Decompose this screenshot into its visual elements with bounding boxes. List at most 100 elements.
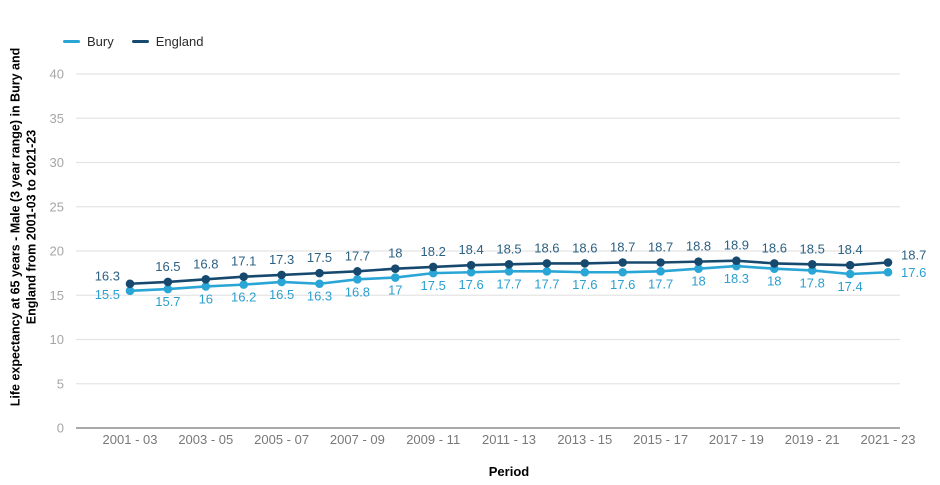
england-data-label: 16.5 — [155, 259, 180, 274]
england-data-label: 18.6 — [572, 240, 597, 255]
england-data-point[interactable] — [163, 277, 173, 287]
bury-data-point[interactable] — [466, 267, 476, 277]
bury-data-point[interactable] — [694, 264, 703, 274]
england-data-label: 18.6 — [762, 240, 787, 255]
england-data-point[interactable] — [391, 264, 400, 274]
x-tick-label: 2007 - 09 — [330, 432, 385, 447]
bury-data-label: 17.6 — [901, 265, 926, 280]
x-tick-label: 2013 - 15 — [557, 432, 612, 447]
bury-data-label: 16 — [199, 291, 213, 306]
england-data-point[interactable] — [883, 258, 893, 267]
bury-data-point[interactable] — [391, 273, 400, 282]
england-data-point[interactable] — [125, 279, 135, 289]
england-data-point[interactable] — [542, 259, 552, 268]
bury-data-label: 16.8 — [345, 284, 370, 299]
bury-data-point[interactable] — [277, 277, 286, 287]
y-tick-label: 5 — [57, 376, 64, 391]
bury-data-label: 17.7 — [534, 276, 559, 291]
bury-data-label: 18 — [767, 274, 781, 289]
england-data-point[interactable] — [315, 268, 324, 278]
bury-data-label: 17.7 — [496, 276, 521, 291]
bury-data-label: 17.5 — [421, 278, 446, 293]
x-tick-label: 2003 - 05 — [178, 432, 233, 447]
england-data-point[interactable] — [656, 258, 665, 267]
legend: Bury England — [63, 34, 203, 49]
england-data-point[interactable] — [466, 260, 476, 270]
y-tick-label: 35 — [50, 111, 64, 126]
bury-data-point[interactable] — [656, 267, 665, 276]
bury-data-point[interactable] — [504, 267, 514, 276]
bury-data-label: 17 — [388, 283, 402, 298]
england-data-label: 18.8 — [686, 239, 711, 254]
bury-line-swatch-icon — [63, 40, 80, 43]
bury-data-point[interactable] — [125, 286, 135, 296]
bury-data-label: 18 — [691, 274, 705, 289]
bury-data-label: 18.3 — [724, 271, 749, 286]
england-data-point[interactable] — [428, 262, 438, 272]
bury-data-label: 16.5 — [269, 287, 294, 302]
england-data-point[interactable] — [353, 267, 362, 276]
england-data-label: 18.7 — [901, 248, 926, 263]
legend-item-england[interactable]: England — [131, 34, 204, 49]
bury-data-label: 16.3 — [307, 289, 332, 304]
england-data-point[interactable] — [807, 259, 817, 269]
x-tick-label: 2009 - 11 — [406, 432, 460, 447]
bury-data-point[interactable] — [428, 268, 438, 278]
england-data-label: 18.6 — [534, 240, 559, 255]
bury-data-point[interactable] — [845, 269, 855, 279]
england-data-label: 18.7 — [610, 240, 635, 255]
england-data-point[interactable] — [770, 259, 779, 268]
y-tick-label: 25 — [50, 199, 64, 214]
y-tick-label: 15 — [50, 288, 64, 303]
england-data-label: 16.3 — [95, 269, 120, 284]
england-data-point[interactable] — [845, 260, 855, 270]
england-data-label: 18.4 — [458, 242, 483, 257]
bury-data-label: 15.5 — [95, 287, 120, 302]
england-data-point[interactable] — [732, 256, 741, 266]
legend-label-england: England — [155, 34, 204, 49]
england-data-label: 18.2 — [421, 244, 446, 259]
bury-data-label: 17.4 — [837, 279, 862, 294]
england-data-label: 17.1 — [231, 254, 256, 269]
x-tick-label: 2001 - 03 — [103, 432, 158, 447]
england-data-label: 18.5 — [496, 241, 521, 256]
bury-data-point[interactable] — [353, 275, 362, 284]
bury-data-point[interactable] — [315, 279, 324, 289]
x-tick-label: 2005 - 07 — [254, 432, 309, 447]
england-data-label: 18.4 — [837, 242, 862, 257]
england-data-point[interactable] — [580, 259, 590, 268]
bury-data-label: 17.8 — [800, 275, 825, 290]
y-tick-label: 0 — [57, 421, 64, 436]
england-data-label: 17.3 — [269, 252, 294, 267]
bury-data-point[interactable] — [807, 266, 817, 275]
england-data-label: 18.9 — [724, 238, 749, 253]
bury-data-point[interactable] — [883, 267, 893, 277]
bury-data-point[interactable] — [201, 282, 211, 291]
bury-data-point[interactable] — [580, 267, 590, 277]
england-data-label: 17.5 — [307, 250, 332, 265]
england-data-point[interactable] — [694, 257, 703, 266]
england-data-label: 18.5 — [800, 241, 825, 256]
x-tick-label: 2019 - 21 — [785, 432, 840, 447]
bury-data-label: 15.7 — [155, 294, 180, 309]
legend-item-bury[interactable]: Bury — [63, 34, 114, 49]
england-data-point[interactable] — [277, 270, 286, 280]
y-tick-label: 40 — [50, 67, 64, 82]
england-data-point[interactable] — [201, 275, 211, 284]
bury-data-label: 16.2 — [231, 290, 256, 305]
bury-data-label: 17.6 — [458, 277, 483, 292]
england-data-point[interactable] — [504, 259, 514, 269]
bury-data-label: 17.6 — [610, 277, 635, 292]
bury-data-point[interactable] — [618, 267, 627, 277]
bury-data-point[interactable] — [163, 284, 173, 294]
x-axis-title: Period — [488, 464, 530, 479]
bury-data-point[interactable] — [239, 280, 248, 289]
england-data-label: 18.7 — [648, 240, 673, 255]
bury-data-point[interactable] — [542, 267, 552, 276]
england-data-point[interactable] — [239, 272, 248, 281]
england-data-label: 16.8 — [193, 256, 218, 271]
england-data-point[interactable] — [618, 258, 627, 267]
y-tick-label: 20 — [50, 244, 64, 259]
bury-data-label: 17.6 — [572, 277, 597, 292]
